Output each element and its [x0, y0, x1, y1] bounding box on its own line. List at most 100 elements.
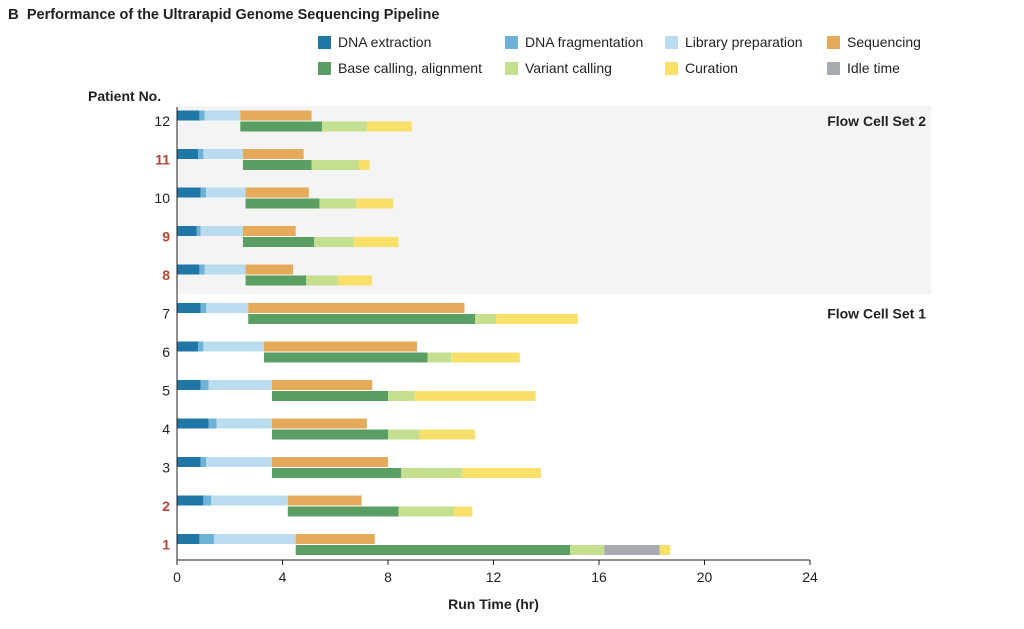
- patient-label-2: 2: [162, 498, 170, 514]
- x-tick-label: 8: [384, 569, 392, 585]
- bar-segment-patient-3-sequencing: [271, 457, 388, 467]
- bar-segment-patient-2-library-preparation: [211, 495, 288, 506]
- bar-segment-patient-4-variant-calling: [388, 429, 420, 440]
- bar-segment-patient-5-curation: [414, 391, 536, 401]
- bar-segment-patient-7-sequencing: [248, 303, 465, 313]
- bar-segment-patient-10-dna-extraction: [177, 187, 201, 198]
- bar-segment-patient-12-sequencing: [240, 110, 312, 121]
- bar-segment-patient-1-curation: [659, 545, 671, 555]
- chart-title: Performance of the Ultrarapid Genome Seq…: [26, 7, 440, 23]
- legend-item-sequencing: Sequencing: [827, 34, 921, 50]
- legend-item-library-preparation: Library preparation: [665, 34, 803, 50]
- bar-segment-patient-6-curation: [451, 352, 520, 363]
- bar-segment-patient-8-curation: [337, 275, 373, 286]
- group-label-flow-cell-set-1: Flow Cell Set 1: [827, 306, 926, 322]
- legend-label: DNA fragmentation: [525, 34, 644, 50]
- patient-label-8: 8: [162, 267, 170, 283]
- bar-segment-patient-1-library-preparation: [213, 534, 296, 544]
- bar-segment-patient-7-library-preparation: [206, 303, 249, 313]
- bar-segment-patient-11-dna-fragmentation: [198, 149, 204, 159]
- legend-label: DNA extraction: [338, 34, 432, 50]
- bar-segment-patient-9-base-calling-alignment: [242, 237, 315, 247]
- bar-segment-patient-3-variant-calling: [401, 468, 462, 478]
- bar-segment-patient-6-library-preparation: [203, 341, 265, 352]
- bar-segment-patient-12-base-calling-alignment: [240, 121, 323, 132]
- legend-swatch: [665, 35, 678, 49]
- bar-segment-patient-6-sequencing: [264, 341, 418, 352]
- bar-segment-patient-8-dna-fragmentation: [199, 264, 205, 275]
- x-tick-label: 4: [279, 569, 287, 585]
- bar-segment-patient-9-sequencing: [242, 226, 296, 236]
- legend-swatch: [827, 35, 840, 49]
- group-label-flow-cell-set-2: Flow Cell Set 2: [827, 113, 926, 129]
- bar-segment-patient-7-curation: [496, 314, 578, 324]
- bar-segment-patient-5-variant-calling: [388, 391, 415, 401]
- legend-label: Library preparation: [685, 34, 803, 50]
- legend-item-dna-fragmentation: DNA fragmentation: [505, 34, 643, 50]
- bar-segment-patient-9-library-preparation: [200, 226, 243, 236]
- bar-segment-patient-10-curation: [356, 198, 394, 209]
- legend: DNA extraction DNA fragmentation Library p…: [0, 0, 1024, 90]
- legend-label: Variant calling: [525, 60, 612, 76]
- bar-segment-patient-5-dna-fragmentation: [200, 380, 209, 390]
- bar-segment-patient-3-dna-fragmentation: [200, 457, 207, 467]
- bar-segment-patient-2-sequencing: [287, 495, 362, 506]
- bar-segment-patient-1-base-calling-alignment: [295, 545, 570, 555]
- bar-segment-patient-12-dna-extraction: [177, 110, 200, 121]
- legend-label: Idle time: [847, 60, 900, 76]
- bar-segment-patient-4-curation: [419, 429, 476, 440]
- bar-segment-patient-2-variant-calling: [398, 506, 454, 517]
- bar-segment-patient-3-dna-extraction: [177, 457, 201, 467]
- patient-label-1: 1: [162, 537, 170, 553]
- bar-segment-patient-10-library-preparation: [206, 187, 246, 198]
- bar-segment-patient-7-dna-extraction: [177, 303, 201, 313]
- bar-segment-patient-10-dna-fragmentation: [200, 187, 207, 198]
- x-tick-label: 0: [173, 569, 181, 585]
- bar-segment-patient-1-variant-calling: [569, 545, 605, 555]
- bar-segment-patient-11-variant-calling: [311, 160, 359, 170]
- legend-swatch: [318, 61, 331, 75]
- bar-segment-patient-9-variant-calling: [314, 237, 354, 247]
- bar-segment-patient-2-curation: [453, 506, 473, 517]
- legend-swatch: [665, 61, 678, 75]
- x-tick-label: 16: [591, 569, 607, 585]
- bar-segment-patient-7-base-calling-alignment: [248, 314, 476, 324]
- bar-segment-patient-5-dna-extraction: [177, 380, 201, 390]
- bar-segment-patient-2-dna-fragmentation: [203, 495, 212, 506]
- figure-title: B Performance of the Ultrarapid Genome Se…: [8, 6, 439, 23]
- bar-segment-patient-3-curation: [461, 468, 541, 478]
- y-axis-title: Patient No.: [88, 88, 161, 104]
- bar-segment-patient-6-base-calling-alignment: [264, 352, 428, 363]
- bar-segment-patient-3-base-calling-alignment: [271, 468, 402, 478]
- bar-segment-patient-1-idle-time: [604, 545, 660, 555]
- bar-segment-patient-1-dna-fragmentation: [199, 534, 214, 544]
- patient-label-4: 4: [162, 421, 170, 437]
- bar-segment-patient-7-dna-fragmentation: [200, 303, 207, 313]
- bar-segment-patient-6-dna-extraction: [177, 341, 199, 352]
- x-tick-label: 24: [802, 569, 818, 585]
- bar-segment-patient-8-sequencing: [245, 264, 294, 275]
- bar-segment-patient-11-sequencing: [242, 149, 304, 159]
- bar-segment-patient-12-curation: [366, 121, 412, 132]
- patient-label-5: 5: [162, 383, 170, 399]
- bar-segment-patient-4-dna-fragmentation: [208, 418, 217, 429]
- x-axis-title: Run Time (hr): [448, 596, 539, 612]
- legend-item-curation: Curation: [665, 60, 738, 76]
- patient-label-7: 7: [162, 306, 170, 322]
- legend-item-variant-calling: Variant calling: [505, 60, 612, 76]
- bar-segment-patient-6-dna-fragmentation: [198, 341, 204, 352]
- bar-segment-patient-4-dna-extraction: [177, 418, 209, 429]
- legend-item-idle-time: Idle time: [827, 60, 900, 76]
- bar-segment-patient-4-sequencing: [271, 418, 367, 429]
- bar-segment-patient-12-library-preparation: [204, 110, 241, 121]
- patient-label-9: 9: [162, 229, 170, 245]
- bar-segment-patient-11-dna-extraction: [177, 149, 199, 159]
- bar-segment-patient-9-dna-extraction: [177, 226, 197, 236]
- bar-segment-patient-9-curation: [353, 237, 399, 247]
- bar-segment-patient-8-base-calling-alignment: [245, 275, 307, 286]
- bar-segment-patient-5-library-preparation: [208, 380, 272, 390]
- bar-segment-patient-5-sequencing: [271, 380, 373, 390]
- legend-item-dna-extraction: DNA extraction: [318, 34, 431, 50]
- bar-segment-patient-11-curation: [358, 160, 370, 170]
- patient-label-12: 12: [154, 113, 170, 129]
